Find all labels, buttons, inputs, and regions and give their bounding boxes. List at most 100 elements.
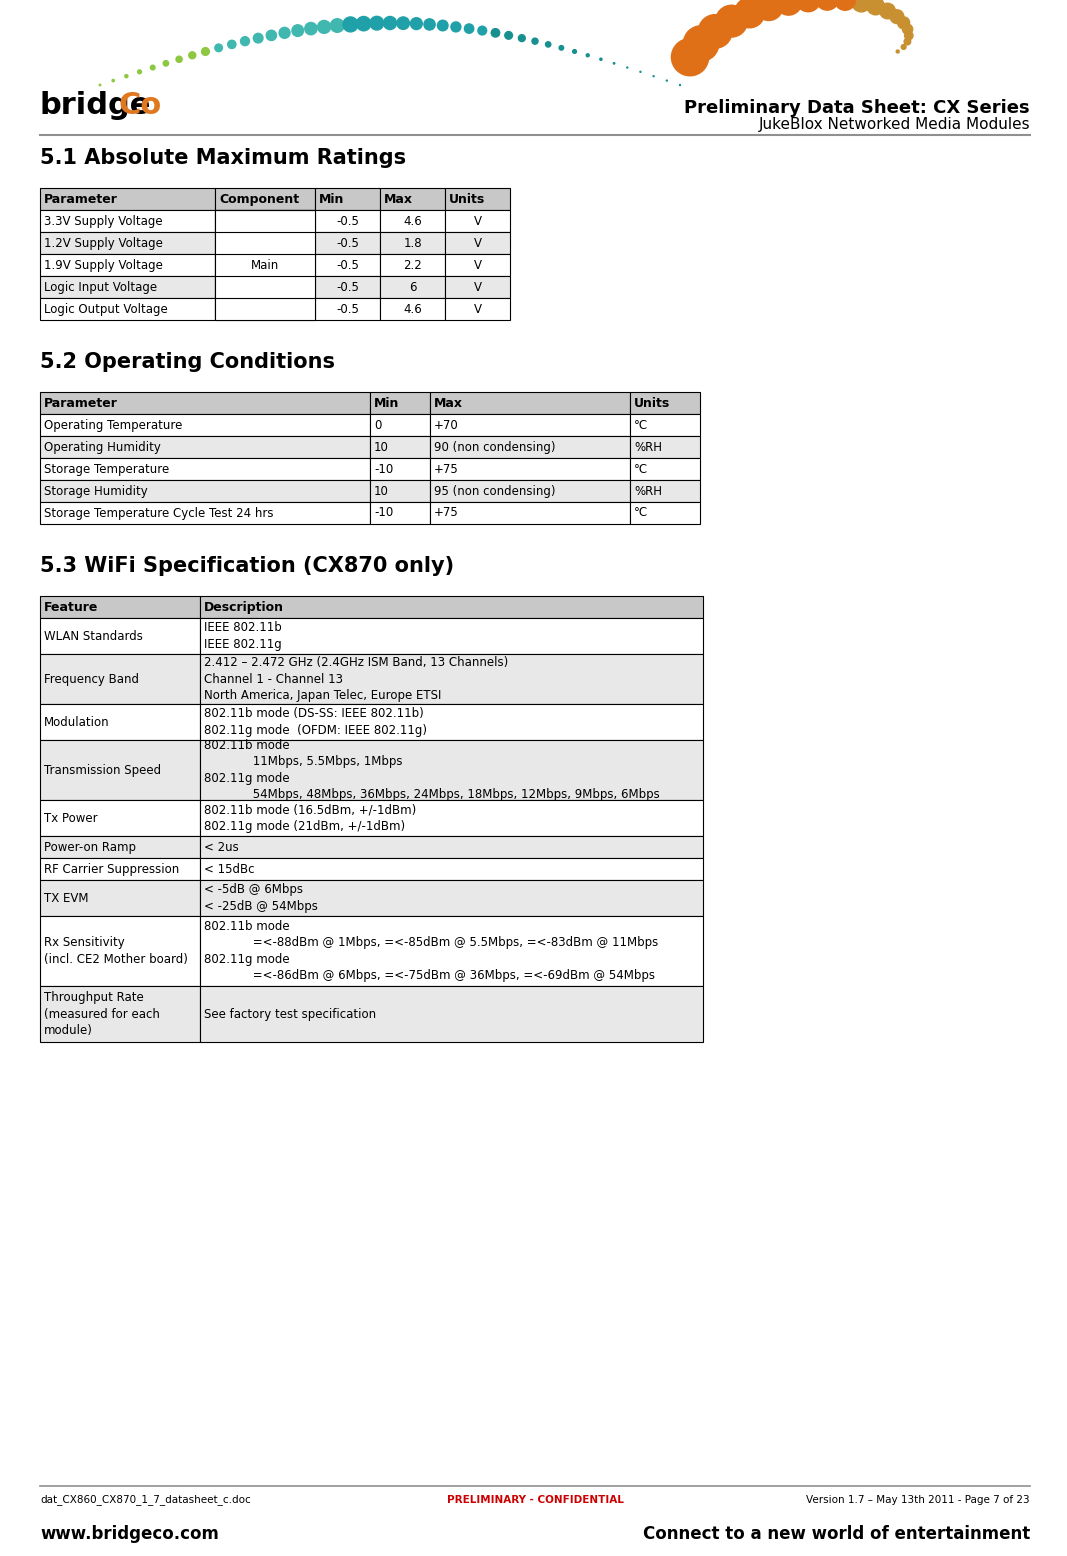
Bar	[200, 881, 703, 916]
Circle shape	[905, 31, 913, 40]
Bar	[214, 299, 315, 321]
Bar	[214, 232, 315, 254]
Text: Frequency Band: Frequency Band	[44, 672, 139, 686]
Text: °C: °C	[634, 462, 648, 476]
Bar	[200, 916, 703, 987]
Text: -0.5: -0.5	[336, 215, 359, 227]
Text: Max: Max	[384, 193, 413, 205]
Bar	[39, 916, 200, 987]
Bar	[200, 800, 703, 836]
Bar	[39, 299, 214, 321]
Bar	[214, 210, 315, 321]
Text: Parameter: Parameter	[44, 397, 117, 409]
Bar	[630, 479, 700, 503]
Bar	[380, 232, 445, 254]
Text: Min: Min	[319, 193, 345, 205]
Bar	[445, 275, 510, 299]
Text: 802.11b mode (16.5dBm, +/-1dBm)
802.11g mode (21dBm, +/-1dBm): 802.11b mode (16.5dBm, +/-1dBm) 802.11g …	[204, 803, 416, 832]
Text: Operating Temperature: Operating Temperature	[44, 419, 182, 431]
Circle shape	[280, 28, 290, 39]
Circle shape	[424, 19, 435, 30]
Text: Co: Co	[118, 90, 161, 120]
Circle shape	[112, 79, 114, 82]
Text: 3.3V Supply Voltage: 3.3V Supply Voltage	[44, 215, 162, 227]
Circle shape	[796, 0, 821, 12]
Bar	[39, 479, 370, 503]
Bar	[200, 857, 703, 881]
Circle shape	[851, 0, 871, 12]
Text: Parameter: Parameter	[44, 193, 117, 205]
Bar	[430, 436, 630, 457]
Bar	[370, 414, 430, 436]
Text: 4.6: 4.6	[403, 302, 421, 316]
Text: 90 (non condensing): 90 (non condensing)	[434, 440, 556, 453]
Bar	[200, 741, 703, 800]
Text: °C: °C	[634, 507, 648, 520]
Circle shape	[573, 50, 576, 53]
Bar	[200, 618, 703, 654]
Circle shape	[890, 9, 904, 23]
Bar	[630, 503, 700, 524]
Text: V: V	[474, 280, 481, 294]
Circle shape	[397, 17, 410, 30]
Text: -0.5: -0.5	[336, 237, 359, 249]
Circle shape	[816, 0, 839, 11]
Text: TX EVM: TX EVM	[44, 892, 89, 904]
Circle shape	[331, 19, 344, 33]
Bar	[39, 436, 370, 457]
Text: IEEE 802.11b
IEEE 802.11g: IEEE 802.11b IEEE 802.11g	[204, 621, 282, 650]
Circle shape	[897, 17, 910, 30]
Circle shape	[734, 0, 765, 28]
Bar	[430, 457, 630, 479]
Circle shape	[519, 34, 525, 42]
Bar	[430, 414, 630, 436]
Circle shape	[866, 0, 885, 16]
Text: RF Carrier Suppression: RF Carrier Suppression	[44, 862, 179, 876]
Bar	[39, 703, 200, 741]
Bar	[445, 188, 510, 210]
Text: 10: 10	[375, 484, 388, 498]
Circle shape	[437, 20, 448, 31]
Bar	[430, 503, 630, 524]
Text: 1.8: 1.8	[403, 237, 421, 249]
Bar	[39, 210, 214, 232]
Text: 1.9V Supply Voltage: 1.9V Supply Voltage	[44, 258, 163, 271]
Text: V: V	[474, 302, 481, 316]
Text: Component: Component	[219, 193, 299, 205]
Text: Rx Sensitivity
(incl. CE2 Mother board): Rx Sensitivity (incl. CE2 Mother board)	[44, 937, 188, 966]
Circle shape	[189, 51, 195, 59]
Bar	[39, 188, 214, 210]
Bar	[39, 596, 200, 618]
Circle shape	[318, 20, 331, 33]
Bar	[315, 275, 380, 299]
Text: V: V	[474, 215, 481, 227]
Text: Operating Humidity: Operating Humidity	[44, 440, 161, 453]
Bar	[315, 210, 380, 232]
Circle shape	[754, 0, 783, 20]
Circle shape	[532, 37, 538, 44]
Circle shape	[902, 45, 906, 50]
Bar	[370, 392, 430, 414]
Circle shape	[253, 33, 262, 44]
Bar	[39, 618, 200, 654]
Circle shape	[176, 56, 182, 62]
Bar	[445, 254, 510, 275]
Circle shape	[699, 14, 732, 48]
Text: 6: 6	[409, 280, 416, 294]
Bar	[315, 232, 380, 254]
Text: Description: Description	[204, 601, 284, 613]
Bar	[39, 275, 214, 299]
Circle shape	[776, 0, 801, 16]
Text: 5.1 Absolute Maximum Ratings: 5.1 Absolute Maximum Ratings	[39, 148, 407, 168]
Circle shape	[138, 70, 142, 73]
Bar	[380, 275, 445, 299]
Circle shape	[491, 28, 499, 37]
Circle shape	[903, 25, 912, 34]
Circle shape	[370, 16, 384, 30]
Circle shape	[451, 22, 461, 31]
Text: < -5dB @ 6Mbps
< -25dB @ 54Mbps: < -5dB @ 6Mbps < -25dB @ 54Mbps	[204, 884, 318, 913]
Text: Logic Input Voltage: Logic Input Voltage	[44, 280, 157, 294]
Text: Feature: Feature	[44, 601, 98, 613]
Circle shape	[880, 3, 895, 19]
Bar	[315, 299, 380, 321]
